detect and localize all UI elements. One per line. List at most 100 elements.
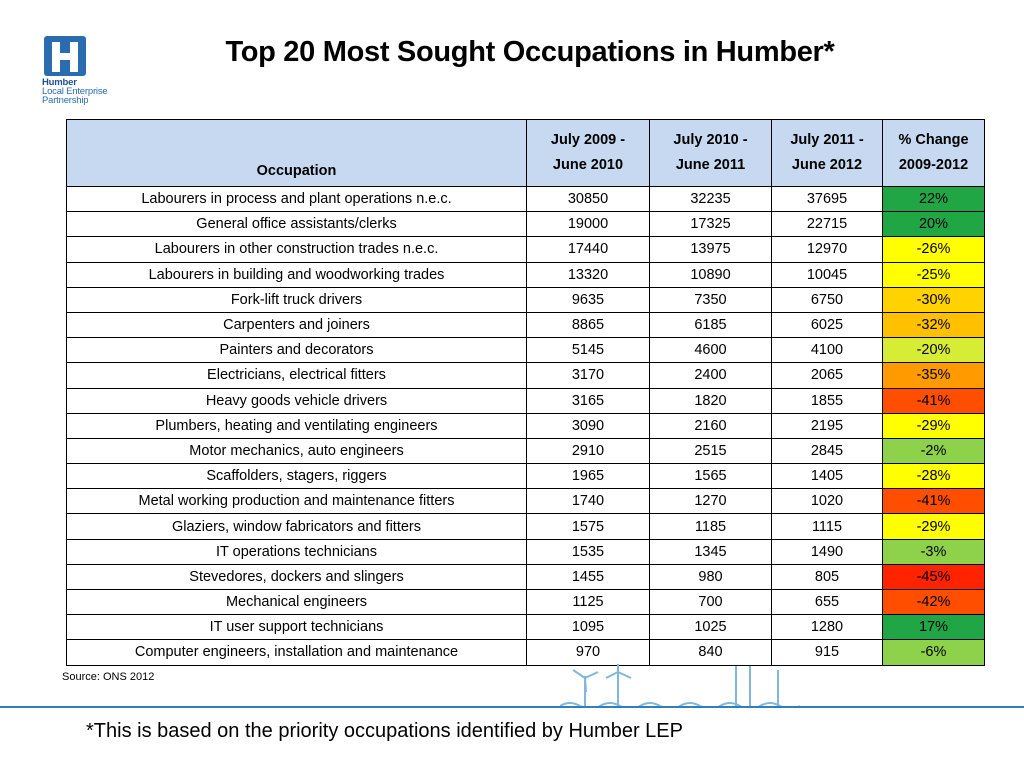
occupation-cell: Labourers in building and woodworking tr…: [66, 261, 527, 288]
percent-change-cell: -26%: [882, 236, 985, 263]
percent-change-cell: -29%: [882, 513, 985, 540]
value-2011-2012-cell: 1115: [771, 513, 883, 540]
source-note: Source: ONS 2012: [62, 671, 155, 683]
table-row: Electricians, electrical fitters 3170 2400…: [66, 362, 985, 389]
value-2010-2011-cell: 1345: [649, 538, 772, 565]
header-period-2009-2010-line1: July 2009 -: [550, 132, 626, 148]
percent-change-cell: -6%: [882, 639, 985, 666]
percent-change-cell: -41%: [882, 387, 985, 414]
value-2011-2012-cell: 4100: [771, 337, 883, 364]
value-2009-2010-cell: 3090: [526, 412, 650, 439]
value-2011-2012-cell: 915: [771, 639, 883, 666]
occupations-table: Occupation July 2009 - June 2010 July 20…: [66, 119, 985, 666]
value-2010-2011-cell: 1270: [649, 488, 772, 515]
value-2010-2011-cell: 2515: [649, 437, 772, 465]
value-2009-2010-cell: 1575: [526, 513, 650, 540]
value-2010-2011-cell: 6185: [649, 311, 772, 339]
value-2011-2012-cell: 22715: [771, 211, 883, 238]
value-2010-2011-cell: 700: [649, 588, 772, 616]
value-2011-2012-cell: 6750: [771, 286, 883, 313]
value-2010-2011-cell: 980: [649, 563, 772, 591]
table-row: Labourers in process and plant operation…: [66, 185, 985, 213]
percent-change-cell: -2%: [882, 437, 985, 465]
occupation-cell: Motor mechanics, auto engineers: [66, 437, 527, 465]
header-percent-change-line1: % Change: [898, 132, 969, 148]
value-2009-2010-cell: 3170: [526, 362, 650, 389]
occupation-cell: Fork-lift truck drivers: [66, 286, 527, 313]
value-2010-2011-cell: 7350: [649, 286, 772, 313]
value-2011-2012-cell: 10045: [771, 261, 883, 288]
value-2010-2011-cell: 32235: [649, 185, 772, 213]
value-2009-2010-cell: 970: [526, 639, 650, 666]
logo-h-mark-icon: [44, 36, 86, 76]
table-row: Stevedores, dockers and slingers 1455 980 8…: [66, 563, 985, 591]
table-row: Labourers in other construction trades n…: [66, 236, 985, 263]
value-2011-2012-cell: 655: [771, 588, 883, 616]
occupation-cell: Stevedores, dockers and slingers: [66, 563, 527, 591]
value-2011-2012-cell: 1405: [771, 463, 883, 490]
table-row: Glaziers, window fabricators and fitters…: [66, 513, 985, 540]
value-2011-2012-cell: 2845: [771, 437, 883, 465]
table-row: Plumbers, heating and ventilating engine…: [66, 412, 985, 439]
value-2010-2011-cell: 17325: [649, 211, 772, 238]
value-2009-2010-cell: 1125: [526, 588, 650, 616]
occupation-cell: Labourers in other construction trades n…: [66, 236, 527, 263]
value-2011-2012-cell: 1855: [771, 387, 883, 414]
table-row: Metal working production and maintenance…: [66, 488, 985, 515]
table-body: Labourers in process and plant operation…: [66, 185, 985, 666]
percent-change-cell: -41%: [882, 488, 985, 515]
percent-change-cell: -42%: [882, 588, 985, 616]
logo-line-2: Local Enterprise: [42, 86, 108, 97]
occupation-cell: General office assistants/clerks: [66, 211, 527, 238]
page-title: Top 20 Most Sought Occupations in Humber…: [225, 36, 835, 68]
logo-text: Humber Local Enterprise Partnership: [42, 78, 108, 106]
table-header-row: Occupation July 2009 - June 2010 July 20…: [66, 119, 985, 187]
table-row: General office assistants/clerks 19000 173…: [66, 211, 985, 238]
header-percent-change: % Change 2009-2012: [882, 119, 985, 187]
table-row: Mechanical engineers 1125 700 655 -42%: [66, 588, 985, 616]
table-row: Scaffolders, stagers, riggers 1965 1565 140…: [66, 463, 985, 490]
occupation-cell: IT user support technicians: [66, 614, 527, 641]
percent-change-cell: 20%: [882, 211, 985, 238]
table-row: IT user support technicians 1095 1025 1280 1…: [66, 614, 985, 641]
percent-change-cell: -3%: [882, 538, 985, 565]
value-2011-2012-cell: 1280: [771, 614, 883, 641]
header-period-2011-2012: July 2011 - June 2012: [771, 119, 883, 187]
percent-change-cell: -35%: [882, 362, 985, 389]
value-2010-2011-cell: 1565: [649, 463, 772, 490]
value-2010-2011-cell: 1820: [649, 387, 772, 414]
occupation-cell: Carpenters and joiners: [66, 311, 527, 339]
occupation-cell: Heavy goods vehicle drivers: [66, 387, 527, 414]
value-2009-2010-cell: 1535: [526, 538, 650, 565]
value-2011-2012-cell: 805: [771, 563, 883, 591]
header-period-2009-2010-line2: June 2010: [552, 157, 624, 173]
value-2009-2010-cell: 8865: [526, 311, 650, 339]
percent-change-cell: -29%: [882, 412, 985, 439]
value-2011-2012-cell: 1490: [771, 538, 883, 565]
value-2009-2010-cell: 1095: [526, 614, 650, 641]
header-period-2010-2011: July 2010 - June 2011: [649, 119, 772, 187]
header-period-2010-2011-line1: July 2010 -: [673, 132, 748, 148]
percent-change-cell: 22%: [882, 185, 985, 213]
occupation-cell: Mechanical engineers: [66, 588, 527, 616]
value-2009-2010-cell: 1455: [526, 563, 650, 591]
value-2011-2012-cell: 1020: [771, 488, 883, 515]
header-percent-change-line2: 2009-2012: [898, 157, 969, 173]
header-period-2011-2012-line2: June 2012: [791, 157, 863, 173]
occupation-cell: Labourers in process and plant operation…: [66, 185, 527, 213]
occupation-cell: Computer engineers, installation and mai…: [66, 639, 527, 666]
value-2011-2012-cell: 2065: [771, 362, 883, 389]
value-2010-2011-cell: 10890: [649, 261, 772, 288]
percent-change-cell: -28%: [882, 463, 985, 490]
footnote: *This is based on the priority occupatio…: [86, 720, 683, 742]
value-2009-2010-cell: 13320: [526, 261, 650, 288]
value-2010-2011-cell: 4600: [649, 337, 772, 364]
value-2009-2010-cell: 1965: [526, 463, 650, 490]
percent-change-cell: -30%: [882, 286, 985, 313]
value-2010-2011-cell: 2160: [649, 412, 772, 439]
value-2009-2010-cell: 5145: [526, 337, 650, 364]
percent-change-cell: 17%: [882, 614, 985, 641]
footer-divider: [0, 706, 1024, 708]
occupation-cell: Metal working production and maintenance…: [66, 488, 527, 515]
occupation-cell: Scaffolders, stagers, riggers: [66, 463, 527, 490]
